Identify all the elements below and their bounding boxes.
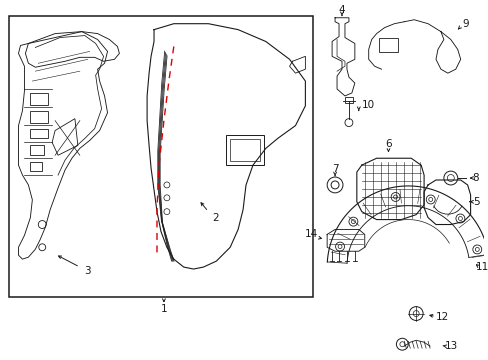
Text: 12: 12	[435, 311, 448, 321]
Bar	[30, 111, 48, 123]
Bar	[9, 16, 313, 297]
Text: 4: 4	[338, 5, 345, 15]
Text: 5: 5	[472, 197, 479, 207]
Text: 6: 6	[385, 139, 391, 149]
Bar	[344, 97, 352, 103]
Text: 2: 2	[212, 213, 218, 222]
Bar	[30, 162, 42, 171]
Text: 7: 7	[331, 164, 338, 174]
Text: 8: 8	[471, 173, 478, 183]
Bar	[30, 145, 44, 155]
Text: 14: 14	[304, 229, 317, 239]
Text: 9: 9	[461, 19, 468, 29]
Text: 10: 10	[362, 100, 374, 110]
Bar	[378, 37, 398, 53]
Bar	[30, 93, 48, 105]
Bar	[230, 139, 259, 161]
Bar	[226, 135, 264, 165]
Text: 3: 3	[84, 266, 91, 276]
Text: 11: 11	[475, 262, 488, 272]
Text: 13: 13	[444, 341, 457, 351]
Text: 1: 1	[160, 303, 167, 314]
Bar	[30, 129, 48, 139]
